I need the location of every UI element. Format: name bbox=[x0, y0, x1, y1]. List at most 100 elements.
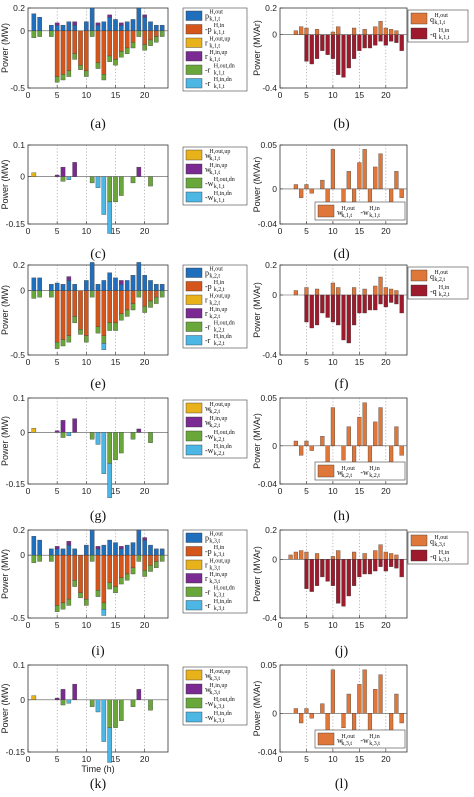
bar-w_in_up-t12 bbox=[95, 546, 101, 550]
legend-label: p bbox=[205, 269, 209, 278]
bar-w_out_dn-t15 bbox=[113, 322, 118, 331]
bar-p_out-t22 bbox=[154, 284, 159, 291]
legend-label: r bbox=[205, 39, 208, 48]
bar-p_in-t20 bbox=[142, 554, 147, 571]
bar-q_out-t20 bbox=[383, 27, 388, 35]
bar-q_in-t23 bbox=[399, 34, 404, 51]
bar-p_out-t23 bbox=[159, 284, 165, 291]
legend-swatch-q_out bbox=[317, 732, 335, 746]
bar-w_out_dn-t5 bbox=[54, 76, 60, 83]
bar-p_in-t8 bbox=[72, 30, 77, 54]
legend-swatch-w_in_up bbox=[185, 51, 203, 62]
legend-superscript: H,out bbox=[341, 734, 355, 740]
bar-w_in_up-t20 bbox=[142, 537, 147, 541]
legend-superscript: H,out,up bbox=[209, 37, 230, 43]
bar-p_in-t13 bbox=[101, 30, 107, 75]
legend-swatch-w_in_up bbox=[185, 683, 203, 695]
bar-p_out-t4 bbox=[49, 284, 54, 291]
legend-label: w bbox=[205, 671, 211, 680]
legend-label: -p bbox=[205, 282, 212, 291]
bar-p_out-t4 bbox=[49, 548, 54, 556]
legend-subscript: k,2,t bbox=[214, 341, 225, 347]
y-tick-label: 0.1 bbox=[13, 393, 25, 403]
bar-p_in-t16 bbox=[119, 554, 124, 578]
bar-q_out-t14 bbox=[352, 551, 357, 560]
bar-w_out_dn-t21 bbox=[148, 300, 153, 308]
bar-q_out-t7 bbox=[314, 29, 320, 35]
legend-subscript: k,1,t bbox=[209, 170, 220, 176]
y-tick-label: 0.2 bbox=[265, 525, 277, 535]
x-tick-label: 0 bbox=[278, 226, 283, 236]
bar-q_out-t15 bbox=[357, 162, 362, 190]
bar-q_in-t11 bbox=[336, 294, 341, 326]
legend-subscript: k,3,t bbox=[341, 741, 352, 747]
y-tick-label: -0.5 bbox=[10, 350, 25, 360]
x-tick-label: 20 bbox=[140, 90, 150, 100]
bar-p_out-t12 bbox=[95, 284, 101, 291]
legend-subscript: k,3,t bbox=[214, 593, 225, 599]
y-axis-label: Power (MVAr) bbox=[252, 20, 262, 76]
legend-superscript: H,in bbox=[369, 466, 380, 472]
bar-q_out-t13 bbox=[346, 693, 351, 714]
y-axis-label: Power (MVAr) bbox=[252, 282, 262, 338]
legend-superscript: H,in,dn bbox=[214, 444, 232, 450]
bar-w_out_dn-t23 bbox=[159, 554, 165, 562]
x-tick-label: 15 bbox=[355, 226, 365, 236]
legend-label: w bbox=[205, 151, 211, 160]
legend-swatch-w_in_dn bbox=[185, 191, 203, 203]
x-tick-label: 5 bbox=[55, 357, 60, 367]
bar-p_out-t15 bbox=[113, 19, 118, 32]
legend-label: q bbox=[430, 15, 434, 24]
bar-p_in-t21 bbox=[148, 290, 153, 302]
bar-w_in_dn-t12 bbox=[95, 432, 101, 445]
bar-p_in-t22 bbox=[154, 290, 159, 298]
bar-q_out-t3 bbox=[293, 30, 298, 35]
legend-label: -w bbox=[205, 193, 214, 202]
bar-w_in_dn-t13 bbox=[101, 699, 107, 742]
bar-q_out-t16 bbox=[362, 553, 367, 560]
bar-q_out-t18 bbox=[373, 688, 378, 714]
bar-q_in-t9 bbox=[325, 559, 330, 582]
bar-q_out-t22 bbox=[394, 693, 399, 714]
bar-w_out_up-t1 bbox=[31, 695, 37, 700]
bar-p_in-t10 bbox=[84, 554, 89, 600]
bar-q_in-t23 bbox=[399, 559, 404, 578]
bar-p_in-t13 bbox=[101, 554, 107, 604]
bar-w_in_dn-t14 bbox=[107, 201, 112, 234]
bar-p_out-t14 bbox=[107, 16, 112, 32]
x-tick-label: 15 bbox=[111, 754, 121, 764]
bar-p_out-t8 bbox=[72, 284, 77, 291]
bar-w_out_dn-t14 bbox=[107, 582, 112, 590]
bar-p_in-t12 bbox=[95, 290, 101, 327]
bar-w_out_dn-t22 bbox=[154, 296, 159, 304]
bar-w_out_dn-t4 bbox=[49, 30, 54, 37]
legend-label: -w bbox=[205, 699, 214, 708]
bar-p_out-t6 bbox=[60, 24, 66, 32]
bar-q_in-t13 bbox=[346, 294, 351, 344]
panel-label: (l) bbox=[335, 777, 349, 792]
legend-superscript: H,in,up bbox=[209, 572, 227, 578]
bar-q_in-t11 bbox=[336, 559, 341, 604]
bar-p_out-t5 bbox=[54, 282, 60, 291]
bar-p_out-t12 bbox=[95, 548, 101, 556]
legend-superscript: H,out,up bbox=[209, 559, 230, 565]
bar-w_out_dn-t17 bbox=[124, 309, 130, 317]
bar-p_in-t15 bbox=[113, 290, 118, 324]
legend-superscript: H,out,up bbox=[209, 149, 230, 155]
bar-w_out_dn-t21 bbox=[148, 432, 153, 443]
legend-superscript: H,out,dn bbox=[214, 697, 235, 703]
x-tick-label: 5 bbox=[55, 90, 60, 100]
x-tick-label: 0 bbox=[26, 620, 31, 630]
legend-label: -w bbox=[360, 736, 369, 745]
bar-w_in_up-t8 bbox=[72, 418, 77, 433]
bar-p_in-t6 bbox=[60, 290, 66, 340]
bar-q_out-t6 bbox=[309, 188, 314, 194]
legend-subscript: k,1,t bbox=[214, 30, 225, 36]
bar-w_out_dn-t11 bbox=[89, 432, 95, 440]
bar-q_in-t5 bbox=[304, 34, 309, 62]
bar-w_out_dn-t8 bbox=[72, 580, 77, 587]
